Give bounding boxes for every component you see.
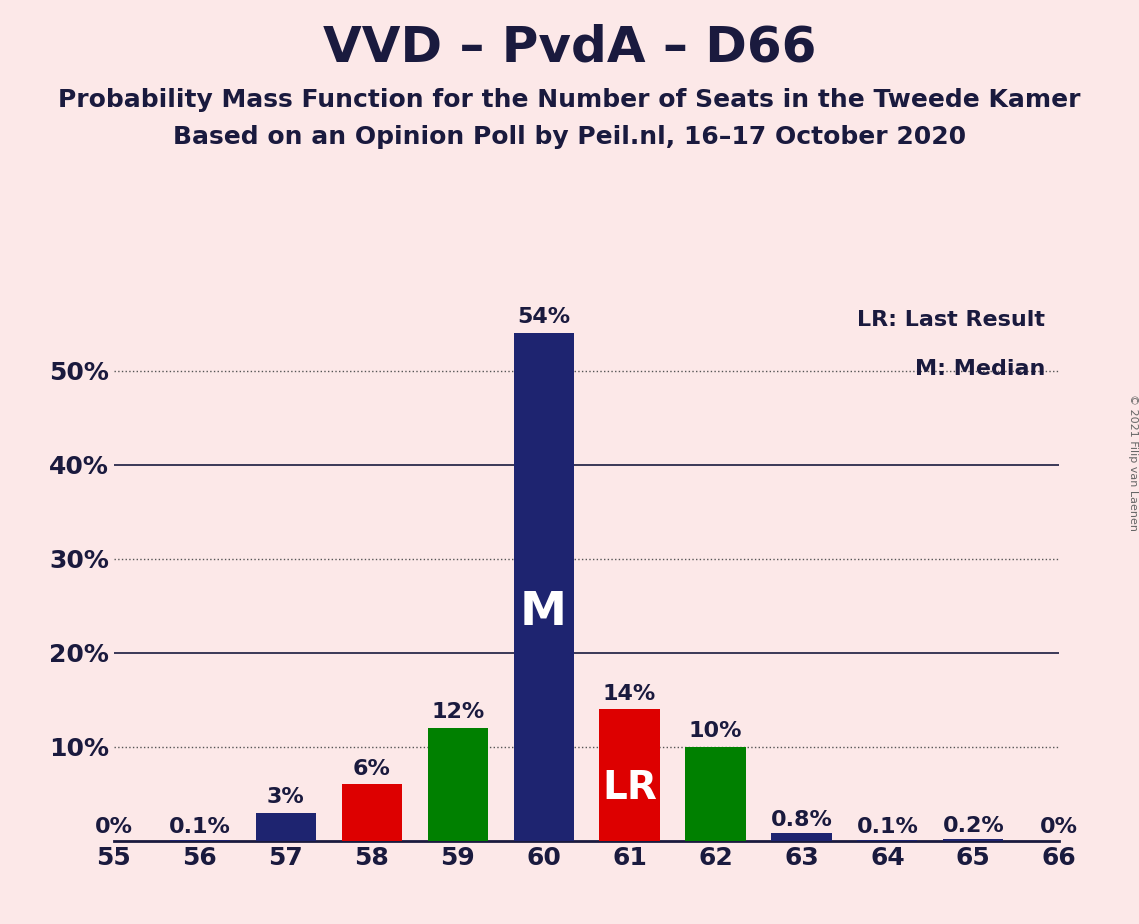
Text: © 2021 Filip van Laenen: © 2021 Filip van Laenen (1129, 394, 1138, 530)
Text: 3%: 3% (267, 787, 304, 807)
Text: 0%: 0% (95, 817, 133, 837)
Bar (771, 833, 831, 841)
Text: 6%: 6% (353, 759, 391, 779)
Bar (342, 784, 402, 841)
Text: 54%: 54% (517, 308, 571, 327)
Bar (686, 747, 746, 841)
Bar (170, 840, 230, 841)
Bar (943, 839, 1003, 841)
Text: LR: Last Result: LR: Last Result (857, 310, 1046, 330)
Text: 0.1%: 0.1% (169, 817, 231, 837)
Text: 0.1%: 0.1% (857, 817, 918, 837)
Text: 14%: 14% (603, 684, 656, 703)
Text: VVD – PvdA – D66: VVD – PvdA – D66 (322, 23, 817, 71)
Text: Probability Mass Function for the Number of Seats in the Tweede Kamer: Probability Mass Function for the Number… (58, 88, 1081, 112)
Bar (599, 710, 659, 841)
Bar (427, 728, 487, 841)
Bar (858, 840, 918, 841)
Text: 0.2%: 0.2% (942, 816, 1005, 836)
Text: M: M (521, 590, 567, 635)
Text: 0%: 0% (1040, 817, 1079, 837)
Text: LR: LR (603, 769, 657, 808)
Text: Based on an Opinion Poll by Peil.nl, 16–17 October 2020: Based on an Opinion Poll by Peil.nl, 16–… (173, 125, 966, 149)
Text: 10%: 10% (689, 721, 743, 741)
Text: 0.8%: 0.8% (770, 810, 833, 831)
Text: M: Median: M: Median (915, 359, 1046, 379)
Text: 12%: 12% (431, 702, 484, 723)
Bar (255, 812, 316, 841)
Bar (514, 334, 574, 841)
